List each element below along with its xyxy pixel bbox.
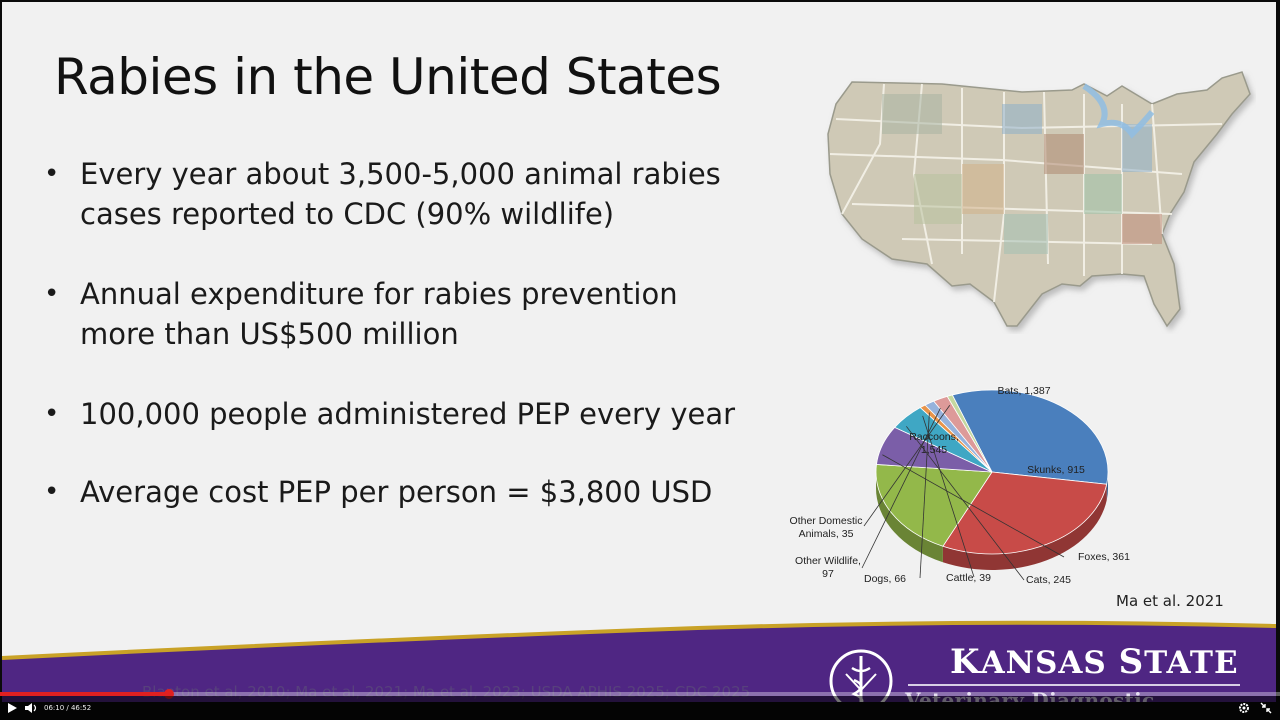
pie-leader-line (906, 426, 1025, 581)
play-button[interactable] (6, 696, 18, 720)
bullet-dot-icon: • (44, 399, 60, 429)
logo-name-part: K (950, 642, 981, 682)
rabies-pie-chart: Raccoons,1,545 Bats, 1,387 Skunks, 915 Foxe… (790, 385, 1131, 586)
progress-bar[interactable] (0, 689, 1280, 699)
bullet-line: Annual expenditure for rabies prevention (80, 277, 678, 311)
bullet-line: 100,000 people administered PEP every ye… (80, 397, 736, 431)
pie-slice-label: Raccoons, (909, 431, 959, 443)
fullscreen-exit-icon (1260, 702, 1272, 714)
bullet-line: Average cost PEP per person = $3,800 USD (80, 475, 713, 509)
fullscreen-exit-button[interactable] (1260, 696, 1272, 720)
pie-slice (951, 389, 1109, 485)
slide: Rabies in the United States • Every year… (2, 2, 1276, 702)
bullet-line: Every year about 3,500-5,000 animal rabi… (80, 157, 721, 191)
volume-icon (25, 703, 37, 713)
pie-slice (875, 464, 993, 547)
progress-fill (0, 692, 169, 696)
bullet-item: • Average cost PEP per person = $3,800 U… (42, 472, 802, 512)
logo-name: KANSAS STATE (950, 642, 1239, 682)
banner-background (2, 620, 1276, 702)
pie-slice (946, 394, 993, 473)
bullet-dot-icon: • (44, 159, 60, 189)
pie-leader-line (861, 407, 941, 569)
pie-leader-line (863, 404, 951, 527)
pie-slice-label: Bats, 1,387 (997, 385, 1050, 397)
pie-slice-label: Animals, 35 (799, 528, 854, 540)
logo-divider (908, 684, 1240, 686)
bullet-dot-icon: • (44, 279, 60, 309)
banner-gold-stripe (2, 620, 1276, 660)
pie-slice-label: Other Domestic (790, 515, 863, 527)
pie-leader-line (882, 454, 1065, 558)
pie-slice-label: Other Wildlife, (795, 555, 861, 567)
bullet-line: more than US$500 million (80, 317, 459, 351)
bullet-line: cases reported to CDC (90% wildlife) (80, 197, 615, 231)
pie-slice-label: Foxes, 361 (1078, 551, 1130, 563)
bullet-item: • Annual expenditure for rabies preventi… (42, 274, 802, 394)
logo-name-part: S (1118, 642, 1145, 682)
bullet-dot-icon: • (44, 477, 60, 507)
progress-scrubber-handle[interactable] (163, 689, 174, 699)
slide-title: Rabies in the United States (54, 48, 722, 106)
pie-leader-line (919, 412, 930, 579)
pie-leader-line (922, 415, 975, 578)
bullet-item: • 100,000 people administered PEP every … (42, 394, 802, 472)
pie-slices (875, 389, 1109, 555)
pie-labels: Raccoons,1,545 Bats, 1,387 Skunks, 915 Foxe… (790, 385, 1131, 586)
logo-name-part: TATE (1144, 645, 1239, 681)
time-display: 06:10 / 46:52 (44, 704, 92, 712)
pie-slice-label: Cattle, 39 (946, 572, 991, 584)
control-bar: 06:10 / 46:52 (0, 696, 1280, 720)
pie-slice-label: 97 (822, 568, 834, 580)
pie-slice-label: 1,545 (921, 444, 947, 456)
pie-slice-label: Cats, 245 (1026, 574, 1071, 586)
citation: Ma et al. 2021 (1116, 592, 1224, 610)
banner-purple (2, 622, 1276, 702)
logo-name-part: ANSAS (980, 645, 1119, 681)
pie-leader-lines (861, 404, 1065, 581)
settings-button[interactable] (1238, 696, 1250, 720)
pie-slice-label: Skunks, 915 (1027, 464, 1085, 476)
video-player-controls: 06:10 / 46:52 (0, 689, 1280, 720)
volume-button[interactable] (24, 696, 38, 720)
pie-slice-side (942, 484, 1107, 570)
us-map-image (827, 71, 1251, 328)
settings-icon (1239, 703, 1249, 713)
bullet-item: • Every year about 3,500-5,000 animal ra… (42, 154, 802, 274)
bullet-list: • Every year about 3,500-5,000 animal ra… (42, 154, 802, 512)
play-icon (8, 703, 17, 713)
pie-slice-label: Dogs, 66 (864, 573, 906, 585)
